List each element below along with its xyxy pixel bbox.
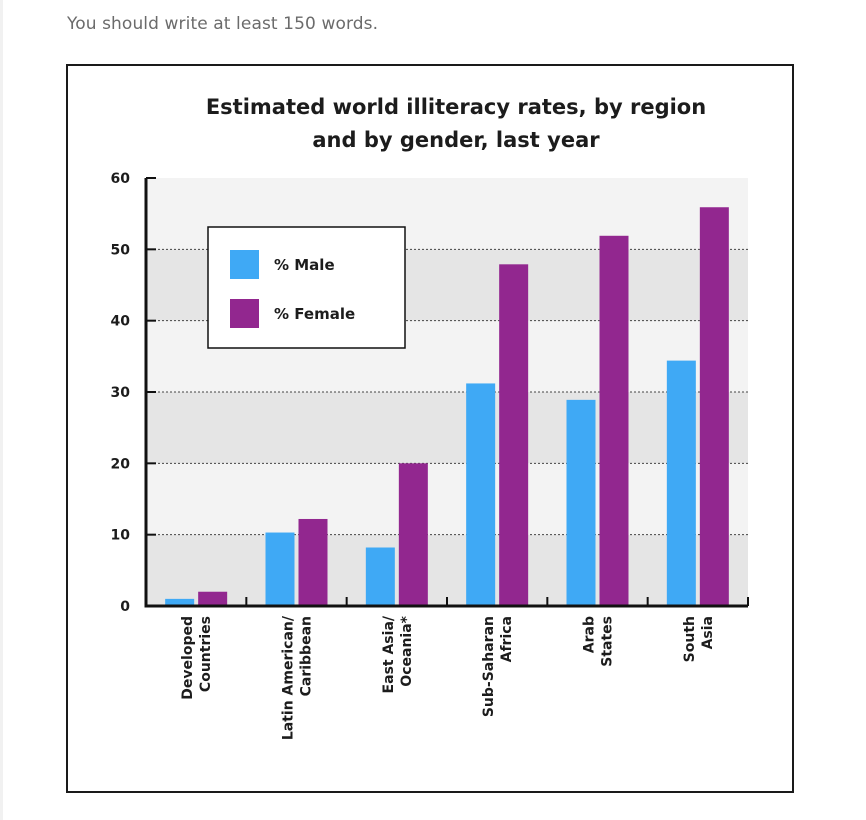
bars [165,207,729,606]
y-tick-label: 50 [111,242,131,258]
legend: % Male % Female [207,226,406,349]
legend-box [207,226,406,349]
bar-male-2 [365,547,395,606]
chart-title-line: and by gender, last year [312,128,600,152]
bar-male-5 [666,360,696,606]
legend-label-female: % Female [274,305,355,323]
x-category-labels: Developed Countries Latin American/Caribbe… [180,615,716,740]
y-tick-label: 10 [111,528,131,544]
instruction-text: You should write at least 150 words. [67,14,379,34]
legend-swatch-male [230,250,259,279]
x-category-label: Latin American/Caribbean [281,615,315,740]
bar-male-0 [165,598,195,606]
chart-title-line: Estimated world illiteracy rates, by reg… [206,95,706,119]
bar-female-0 [198,591,228,606]
x-category-label: Arab States [582,616,616,667]
axes [144,177,749,608]
chart-title: Estimated world illiteracy rates, by reg… [206,95,706,152]
legend-label-male: % Male [274,256,335,274]
plot-band [146,534,748,606]
x-category-label: Sub-Saharan Africa [481,616,515,717]
bar-male-1 [265,532,295,606]
y-tick-label: 0 [120,599,130,615]
bar-male-4 [566,399,596,606]
page-left-rule [0,0,3,820]
bar-female-5 [699,207,729,606]
plot-background-bands [146,178,748,606]
bar-male-3 [466,383,496,606]
y-tick-label: 60 [111,171,131,187]
plot-band [146,463,748,535]
legend-swatch-female [230,299,259,328]
bar-female-2 [398,463,428,606]
y-tick-label: 40 [111,314,131,330]
y-tick-label: 20 [111,456,131,472]
plot-band [146,392,748,464]
y-tick-labels: 0 10 20 30 40 50 60 [111,171,131,615]
bar-female-3 [499,264,529,606]
x-category-label: Developed Countries [180,616,214,700]
x-category-label: East Asia/Oceania* [381,615,415,693]
y-tick-label: 30 [111,385,131,401]
bar-female-4 [599,235,629,606]
bar-female-1 [298,518,328,606]
x-category-label: South Asia [682,616,716,662]
